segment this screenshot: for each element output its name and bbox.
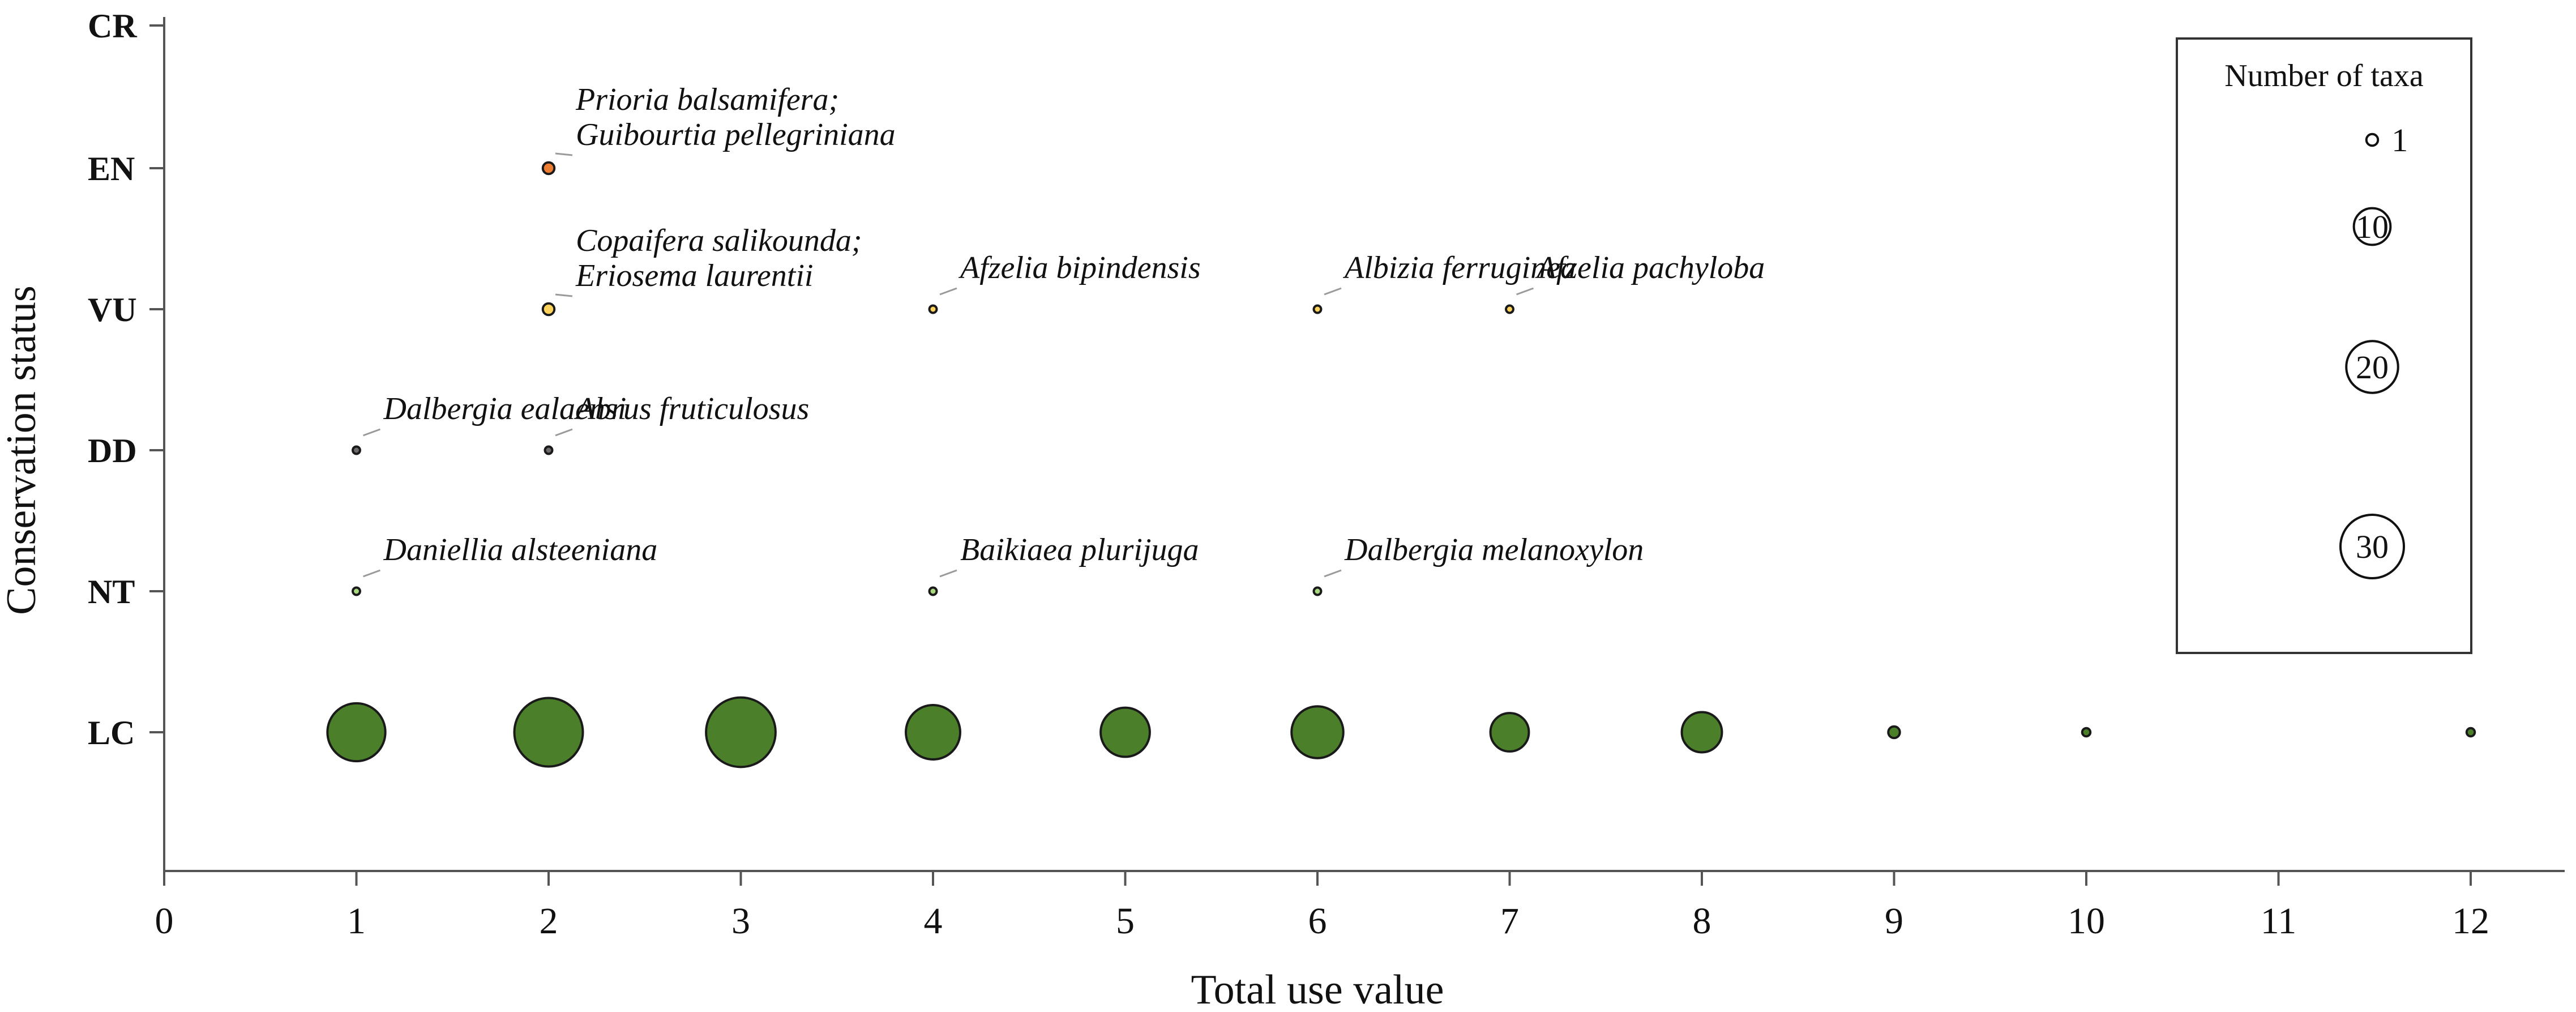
annotation-leader [555,152,573,156]
x-tick-label: 5 [1116,900,1135,942]
bubble-lc [1099,706,1151,758]
species-label: Eriosema laurentii [575,258,813,293]
bubble-layer [326,161,2476,768]
species-label: Baikiaea plurijuga [960,532,1199,567]
x-tick-label: 8 [1693,900,1711,942]
species-label: Daniellia alsteeniana [383,532,658,567]
y-category-label: EN [88,150,135,187]
species-label: Dalbergia ealaensi [383,391,627,426]
y-category-label: NT [88,573,135,610]
x-tick-label: 0 [155,900,174,942]
bubble-nt [1312,586,1323,596]
bubble-lc [705,696,777,768]
x-tick-label: 4 [924,900,943,942]
bubble-dd [544,445,554,455]
legend-size-label: 20 [2356,349,2389,386]
species-label: Prioria balsamifera; [575,82,839,117]
legend-bubble [2352,207,2392,246]
species-label: Albizia ferruginea [1342,250,1576,285]
annotation-leader [362,428,381,437]
bubble-lc [1887,725,1901,740]
y-category-label: LC [88,714,135,751]
species-label: Copaifera salikounda; [576,223,862,258]
x-tick-label: 1 [347,900,366,942]
species-label: Dalbergia melanoxylon [1344,532,1644,567]
bubble-lc [513,697,584,768]
bubble-dd [352,445,361,455]
x-tick-label: 3 [731,900,750,942]
legend-size-label: 30 [2356,528,2389,565]
species-label: Afzelia bipindensis [958,250,1201,285]
legend-box [2176,37,2472,654]
bubble-lc [1680,711,1723,754]
annotation-leader [1324,569,1342,578]
x-tick-label: 2 [540,900,558,942]
legend-size-label: 1 [2391,122,2408,159]
y-category-label: CR [88,7,137,45]
bubble-nt [928,586,938,596]
legend-bubble [2365,133,2380,147]
bubble-vu [928,304,938,314]
annotation-leader [939,569,957,578]
bubble-lc [1489,712,1530,753]
bubble-lc [1290,705,1345,759]
x-tick-label: 12 [2452,900,2489,942]
y-axis-title: Conservation status [0,285,45,615]
bubble-vu [1312,304,1323,314]
annotation-layer: Prioria balsamifera;Guibourtia pellegrin… [362,82,1765,578]
annotation-leader [1324,287,1342,296]
bubble-nt [352,586,361,596]
annotation-leader [939,287,957,296]
annotation-leader [555,293,573,297]
legend-size-label: 10 [2356,208,2389,245]
annotation-leader [555,428,573,437]
species-label: Guibourtia pellegriniana [576,117,896,152]
x-axis-title: Total use value [1191,967,1444,1012]
legend-title: Number of taxa [2224,58,2424,93]
x-tick-label: 11 [2261,900,2297,942]
legend-bubble [2345,340,2399,394]
y-category-label: DD [88,432,137,469]
legend: Number of taxa 1 10 20 30 [2176,37,2472,654]
annotation-leader [1516,287,1534,296]
x-tick-label: 9 [1885,900,1903,942]
bubble-lc [2465,727,2476,738]
y-category-label: VU [88,291,137,328]
x-tick-label: 10 [2068,900,2105,942]
bubble-vu [541,302,556,317]
species-label: Abrus fruticulosus [574,391,809,426]
x-tick-label: 6 [1308,900,1327,942]
species-label: Afzelia pachyloba [1535,250,1765,285]
annotation-leader [362,569,381,578]
bubble-lc [905,704,961,761]
bubble-lc [326,702,387,763]
x-tick-label: 7 [1500,900,1519,942]
bubble-vu [1505,304,1514,314]
bubble-en [541,161,556,176]
bubble-lc [2081,727,2092,738]
legend-bubble [2339,513,2406,580]
